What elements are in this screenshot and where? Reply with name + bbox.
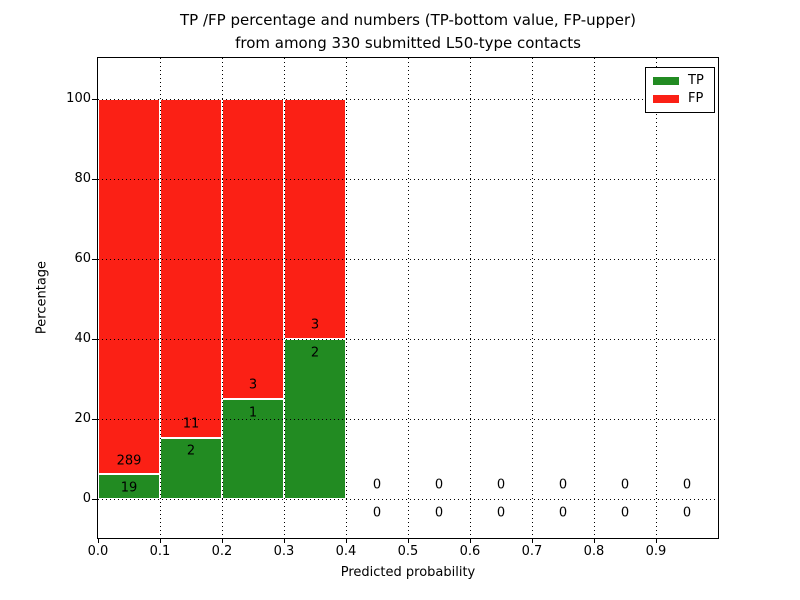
y-tick-0 [92, 498, 97, 500]
gridline-v-0.3 [283, 58, 285, 538]
x-tick-0.4 [345, 538, 347, 543]
y-tick-80 [92, 178, 97, 180]
x-tick-label-0.6: 0.6 [459, 544, 481, 559]
x-tick-label-0.5: 0.5 [397, 544, 419, 559]
gridline-v-0.5 [407, 58, 409, 538]
gridline-v-0.4 [345, 58, 347, 538]
fp-count-label-2: 3 [248, 377, 258, 393]
x-tick-0.1 [159, 538, 161, 543]
fp-count-label-1: 11 [182, 416, 200, 432]
y-tick-label-100: 100 [66, 91, 91, 106]
fp-count-label-5: 0 [434, 477, 444, 493]
x-tick-0.3 [283, 538, 285, 543]
y-axis-label: Percentage [34, 260, 50, 335]
x-axis-label: Predicted probability [340, 565, 476, 580]
x-tick-0.7 [531, 538, 533, 543]
y-tick-label-60: 60 [74, 251, 91, 266]
bar-fp-3 [284, 99, 346, 339]
tp-count-label-6: 0 [496, 505, 506, 521]
fp-count-label-0: 289 [116, 453, 142, 469]
gridline-v-0.8 [593, 58, 595, 538]
x-tick-label-0.1: 0.1 [149, 544, 171, 559]
chart-title-line2: from among 330 submitted L50-type contac… [235, 34, 581, 52]
bar-fp-2 [222, 99, 284, 399]
gridline-v-0.6 [469, 58, 471, 538]
legend-swatch-tp-icon [653, 77, 679, 85]
gridline-v-0.1 [159, 58, 161, 538]
fp-count-label-4: 0 [372, 477, 382, 493]
tp-count-label-5: 0 [434, 505, 444, 521]
y-tick-60 [92, 258, 97, 260]
x-tick-label-0.9: 0.9 [645, 544, 667, 559]
y-tick-label-0: 0 [82, 491, 91, 506]
legend-row-tp: TP [653, 74, 714, 88]
y-tick-100 [92, 98, 97, 100]
x-tick-0.6 [469, 538, 471, 543]
bar-fp-0 [98, 99, 160, 475]
bar-fp-1 [160, 99, 222, 438]
y-tick-label-80: 80 [74, 171, 91, 186]
gridline-v-0.9 [655, 58, 657, 538]
fp-count-label-6: 0 [496, 477, 506, 493]
x-tick-label-0.2: 0.2 [211, 544, 233, 559]
x-tick-0.2 [221, 538, 223, 543]
gridline-v-0.7 [531, 58, 533, 538]
gridline-v-0.2 [221, 58, 223, 538]
tp-count-label-7: 0 [558, 505, 568, 521]
legend-label-fp: FP [688, 91, 704, 106]
x-tick-label-0.8: 0.8 [583, 544, 605, 559]
x-tick-label-0.7: 0.7 [521, 544, 543, 559]
chart-title-line1: TP /FP percentage and numbers (TP-bottom… [180, 11, 636, 29]
tp-count-label-0: 19 [120, 480, 138, 496]
fp-count-label-3: 3 [310, 317, 320, 333]
x-tick-0.8 [593, 538, 595, 543]
x-tick-0.0 [97, 538, 99, 543]
legend-label-tp: TP [688, 73, 704, 88]
x-tick-0.5 [407, 538, 409, 543]
tp-count-label-3: 2 [310, 345, 320, 361]
fp-count-label-9: 0 [682, 477, 692, 493]
y-tick-20 [92, 418, 97, 420]
legend: TP FP [645, 67, 715, 113]
tp-count-label-8: 0 [620, 505, 630, 521]
y-tick-40 [92, 338, 97, 340]
tp-count-label-9: 0 [682, 505, 692, 521]
x-tick-0.9 [655, 538, 657, 543]
y-tick-label-20: 20 [74, 411, 91, 426]
y-tick-label-40: 40 [74, 331, 91, 346]
tp-count-label-1: 2 [186, 443, 196, 459]
x-tick-label-0.4: 0.4 [335, 544, 357, 559]
tp-count-label-2: 1 [248, 405, 258, 421]
legend-swatch-fp-icon [653, 95, 679, 103]
legend-row-fp: FP [653, 92, 714, 106]
fp-count-label-7: 0 [558, 477, 568, 493]
tp-count-label-4: 0 [372, 505, 382, 521]
x-tick-label-0.0: 0.0 [87, 544, 109, 559]
x-tick-label-0.3: 0.3 [273, 544, 295, 559]
fp-count-label-8: 0 [620, 477, 630, 493]
